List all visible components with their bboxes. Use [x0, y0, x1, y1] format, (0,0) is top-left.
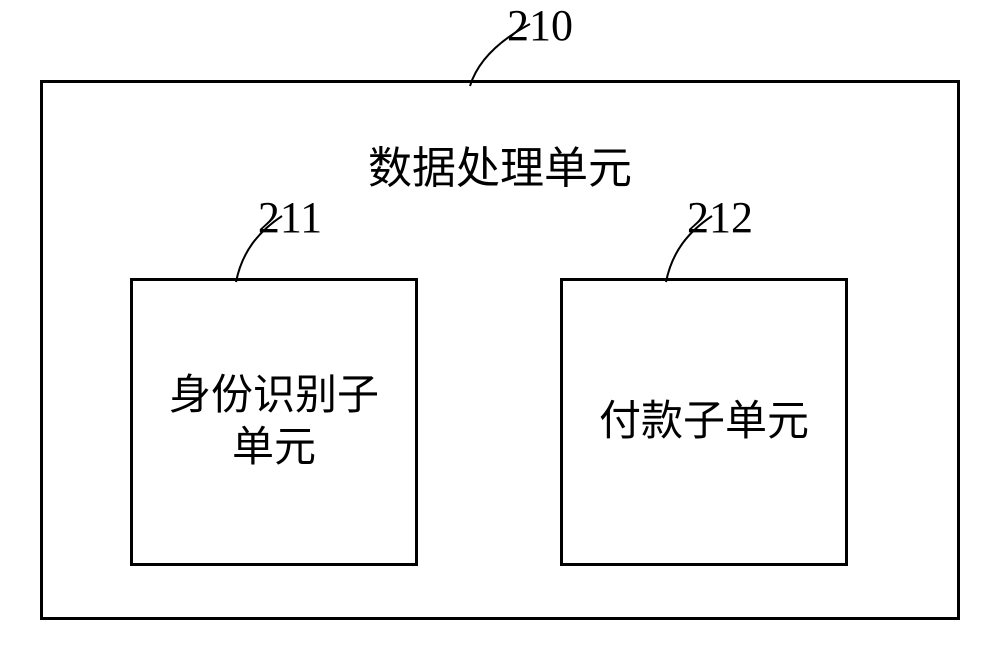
inner-box-payment: 付款子单元 — [560, 278, 848, 566]
outer-box-title: 数据处理单元 — [368, 132, 632, 196]
outer-box-ref: 210 — [507, 0, 573, 51]
inner-box-payment-label: 付款子单元 — [599, 396, 809, 449]
inner-box-identity: 身份识别子单元 — [130, 278, 418, 566]
diagram-canvas: 数据处理单元 210 身份识别子单元 211 付款子单元 212 — [0, 0, 1000, 662]
inner-box-identity-label: 身份识别子单元 — [169, 370, 379, 475]
inner-box-payment-ref: 212 — [687, 192, 753, 243]
inner-box-identity-ref: 211 — [258, 192, 322, 243]
